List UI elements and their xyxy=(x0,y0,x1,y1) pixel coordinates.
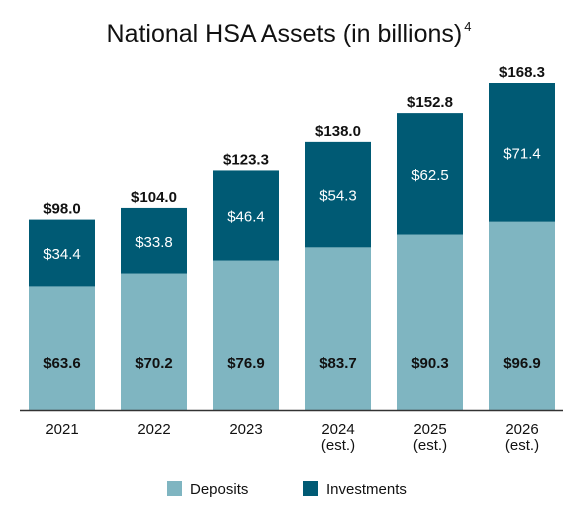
bar-deposits xyxy=(121,273,187,410)
investments-value-label: $54.3 xyxy=(319,188,357,205)
x-tick-label: (est.) xyxy=(321,437,355,454)
bar-investments xyxy=(397,113,463,235)
bar-deposits xyxy=(29,286,95,410)
bar-investments xyxy=(489,83,555,222)
labels-layer: $63.6 $34.4 $98.0 $70.2 $33.8 $104.0 $76.9 $46.… xyxy=(43,64,545,372)
x-tick-label: 2022 xyxy=(137,421,170,438)
bar-deposits xyxy=(213,260,279,410)
chart-title-superscript: 4 xyxy=(464,19,471,34)
legend-swatch xyxy=(167,481,182,496)
legend-label: Investments xyxy=(326,481,407,498)
total-value-label: $104.0 xyxy=(131,189,177,206)
bar-investments xyxy=(213,170,279,261)
deposits-value-label: $96.9 xyxy=(503,355,541,372)
x-tick-label: (est.) xyxy=(413,437,447,454)
deposits-value-label: $63.6 xyxy=(43,355,81,372)
total-value-label: $138.0 xyxy=(315,123,361,140)
legend-swatch xyxy=(303,481,318,496)
deposits-value-label: $90.3 xyxy=(411,355,449,372)
total-value-label: $98.0 xyxy=(43,201,81,218)
bar-deposits xyxy=(489,221,555,410)
x-axis: 2021 2022 2023 2024(est.)2025(est.)2026(est… xyxy=(20,409,563,454)
legend-label: Deposits xyxy=(190,481,248,498)
investments-value-label: $46.4 xyxy=(227,209,265,226)
bar-investments xyxy=(305,141,371,248)
investments-value-label: $34.4 xyxy=(43,246,81,263)
total-value-label: $123.3 xyxy=(223,151,269,168)
bar-investments xyxy=(121,207,187,274)
x-tick-label: 2026 xyxy=(505,421,538,438)
x-tick-label: (est.) xyxy=(505,437,539,454)
x-tick-label: 2023 xyxy=(229,421,262,438)
chart-title: National HSA Assets (in billions) 4 xyxy=(107,19,472,48)
deposits-value-label: $76.9 xyxy=(227,355,265,372)
total-value-label: $168.3 xyxy=(499,64,545,81)
bars-layer xyxy=(29,83,555,410)
legend: Deposits Investments xyxy=(167,481,407,498)
deposits-value-label: $70.2 xyxy=(135,355,173,372)
investments-value-label: $33.8 xyxy=(135,234,173,251)
investments-value-label: $62.5 xyxy=(411,167,449,184)
total-value-label: $152.8 xyxy=(407,94,453,111)
bar-deposits xyxy=(305,247,371,410)
x-tick-label: 2024 xyxy=(321,421,354,438)
deposits-value-label: $83.7 xyxy=(319,355,357,372)
x-tick-label: 2021 xyxy=(45,421,78,438)
x-tick-label: 2025 xyxy=(413,421,446,438)
bar-investments xyxy=(29,219,95,287)
investments-value-label: $71.4 xyxy=(503,145,541,162)
chart-title-text: National HSA Assets (in billions) xyxy=(107,20,463,48)
bar-deposits xyxy=(397,234,463,410)
